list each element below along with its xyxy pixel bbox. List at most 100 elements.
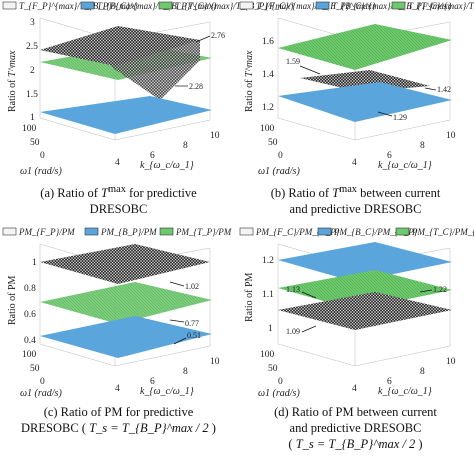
xlabel-b: ω1 (rad/s): [258, 166, 300, 177]
xticks-b: 100 50 0: [260, 124, 283, 161]
legend-d: PM_{F_C}/PM_{F_P} PM_{B_C}/PM_{B_P} PM_{…: [239, 227, 474, 237]
zlabel-b: Ratio of T^max: [244, 50, 255, 112]
annot-b-0: 1.59: [286, 57, 300, 66]
surface-dark-c: [40, 244, 210, 284]
legend-c-3: PM_{T_P}/PM: [175, 227, 232, 237]
ytick-d-3: 10: [446, 357, 456, 367]
ztick-b-0: 1.2: [262, 103, 274, 113]
xtick-b-0: 100: [260, 124, 275, 134]
xlabel-d: ω1 (rad/s): [258, 388, 300, 399]
xtick-b-2: 0: [278, 151, 283, 161]
legend-c-1: PM_{F_P}/PM: [18, 227, 75, 237]
legend-b-3: T_{T_C}^{max}/T_{T_P}^{max}: [408, 1, 474, 11]
annot-c-1: 0.77: [185, 319, 199, 328]
ztick-a-2: 2: [30, 66, 35, 76]
legend-d-2: PM_{B_C}/PM_{B_P}: [333, 227, 418, 237]
caption-b: (b) Ratio of Tmax between current and pr…: [237, 182, 474, 217]
zlabel-c: Ratio of PM: [7, 275, 18, 325]
legend-d-3: PM_{T_C}/PM_{T_P}: [411, 227, 474, 237]
legend-a-1: T_{F_P}^{max}/T_{B_P}^{max}: [19, 1, 138, 11]
ztick-a-1: 1.5: [26, 90, 38, 100]
ztick-c-0: 0.4: [24, 336, 36, 346]
xtick-c-1: 50: [30, 364, 40, 374]
ztick-c-3: 1: [32, 258, 37, 268]
legend-swatch-blue: [317, 227, 332, 236]
legend-a: T_{F_P}^{max}/T_{B_P}^{max} T_{B_C}^{max…: [2, 1, 294, 11]
surface-green-d: [278, 270, 452, 310]
xtick-c-2: 0: [40, 377, 45, 387]
caption-a-line1: (a) Ratio of Tmax for predictive: [40, 184, 197, 201]
xlabel-a: ω1 (rad/s): [20, 166, 62, 177]
ztick-a-0: 1: [30, 113, 35, 123]
ytick-a-3: 10: [210, 131, 220, 141]
ztick-c-2: 0.8: [24, 284, 36, 294]
legend-swatch-white: [2, 227, 17, 236]
legend-swatch-blue: [315, 1, 330, 10]
ytick-d-2: 8: [420, 367, 425, 377]
surface-green-c: [40, 282, 212, 324]
yticks-a: 4 6 8 10: [115, 131, 220, 168]
xticks-c: 100 50 0: [22, 350, 45, 387]
legend-d-1: PM_{F_C}/PM_{F_P}: [255, 227, 340, 237]
legend-swatch-white: [239, 227, 254, 236]
caption-a-line2: DRESOBC: [89, 202, 148, 217]
annotations-d: 1.13 1.22 1.09: [286, 285, 447, 336]
panel-a: T_{F_P}^{max}/T_{B_P}^{max} T_{B_C}^{max…: [2, 1, 294, 177]
ytick-d-1: 6: [387, 377, 392, 387]
ytick-c-2: 8: [183, 367, 188, 377]
yticks-b: 4 6 8 10: [352, 131, 456, 168]
caption-d: (d) Ratio of PM between current and pred…: [237, 404, 474, 452]
caption-d-line1: (d) Ratio of PM between current: [274, 405, 437, 419]
legend-swatch-blue: [80, 1, 95, 10]
surface-blue-a: [40, 96, 212, 134]
annotations-a: 2.76 2.28: [175, 31, 225, 91]
caption-d-line2: and predictive DRESOBC: [289, 421, 422, 435]
ztick-b-2: 1.6: [262, 37, 274, 47]
ytick-c-1: 6: [150, 377, 155, 387]
annot-d-1: 1.22: [433, 285, 447, 294]
ztick-a-3: 2.5: [26, 42, 38, 52]
legend-swatch-white: [2, 1, 17, 10]
ytick-b-0: 4: [352, 158, 357, 168]
ztick-d-0: 1: [268, 324, 273, 334]
ytick-c-0: 4: [115, 384, 120, 394]
ytick-a-2: 8: [183, 141, 188, 151]
annot-d-2: 1.09: [286, 327, 300, 336]
surface-blue-b: [278, 82, 452, 122]
caption-a: (a) Ratio of Tmax for predictive DRESOBC: [0, 182, 237, 217]
ytick-d-0: 4: [352, 384, 357, 394]
ylabel-c: k_{ω_c/ω_1}: [140, 386, 194, 397]
annot-a-0: 2.76: [211, 31, 225, 40]
surface-dark-a: [40, 26, 200, 66]
xtick-d-2: 0: [278, 377, 283, 387]
zticks-c: 0.4 0.6 0.8 1: [24, 258, 37, 346]
legend-swatch-green: [158, 1, 173, 10]
legend-c-2: PM_{B_P}/PM: [100, 227, 157, 237]
annot-c-2: 0.51: [187, 331, 201, 340]
surface-dark-a-dip: [110, 40, 200, 100]
caption-b-line2: and predictive DRESOBC: [289, 202, 422, 217]
legend-a-2: T_{B_C}^{max}/T_{B_P}^{max}: [97, 1, 217, 11]
legend-c: PM_{F_P}/PM PM_{B_P}/PM PM_{T_P}/PM: [2, 227, 232, 237]
xtick-d-0: 100: [260, 350, 275, 360]
legend-swatch-green: [395, 227, 410, 236]
ylabel-b: k_{ω_c/ω_1}: [378, 160, 432, 171]
xticks-a: 100 50 0: [22, 124, 45, 161]
xtick-a-1: 50: [30, 138, 40, 148]
annotations-c: 1.02 0.77 0.51: [169, 281, 201, 345]
panel-c: PM_{F_P}/PM PM_{B_P}/PM PM_{T_P}/PM 0.4 …: [2, 227, 232, 399]
legend-swatch-green: [391, 1, 406, 10]
caption-c-line2: DRESOBC ( T_s = T_{B_P}^max / 2 ): [21, 421, 216, 435]
legend-swatch-green: [159, 227, 174, 236]
ztick-d-1: 1.1: [262, 290, 274, 300]
surface-green-b: [278, 24, 452, 70]
annot-d-0: 1.13: [286, 285, 300, 294]
panel-b: T_{F_C}^{max}/T_{F_P}^{max} T_{B_C}^{max…: [239, 1, 474, 177]
legend-swatch-blue: [84, 227, 99, 236]
caption-b-line1: (b) Ratio of Tmax between current: [270, 184, 441, 201]
ztick-c-1: 0.6: [24, 310, 36, 320]
zlabel-a: Ratio of T^max: [7, 50, 18, 112]
ztick-d-2: 1.2: [262, 256, 274, 266]
xtick-c-0: 100: [22, 350, 37, 360]
